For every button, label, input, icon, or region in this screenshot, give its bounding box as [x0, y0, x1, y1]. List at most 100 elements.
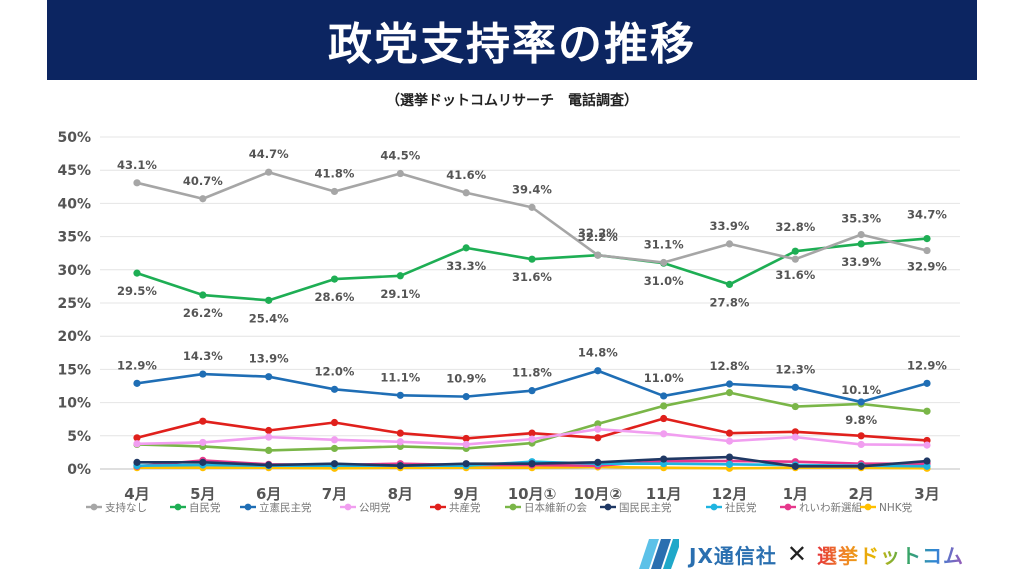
- data-point: [923, 462, 931, 470]
- data-point: [528, 435, 536, 443]
- data-point: [725, 380, 734, 388]
- data-point: [594, 420, 602, 428]
- legend-marker: [174, 503, 182, 511]
- data-point: [330, 418, 339, 427]
- y-tick-label: 45%: [57, 163, 91, 179]
- data-point: [396, 272, 404, 280]
- data-label: 14.3%: [183, 349, 223, 363]
- data-point: [462, 434, 470, 443]
- data-point: [396, 169, 404, 178]
- data-label: 11.0%: [644, 371, 684, 385]
- data-point: [265, 426, 273, 435]
- y-tick-label: 20%: [57, 329, 91, 345]
- x-tick-label: 5月: [190, 485, 215, 503]
- data-label: 31.6%: [512, 270, 552, 284]
- data-point: [594, 434, 602, 442]
- data-point: [725, 453, 734, 461]
- data-point: [462, 460, 470, 468]
- data-point: [660, 430, 668, 438]
- x-tick-label: 11月: [646, 485, 682, 503]
- legend-marker: [710, 503, 718, 511]
- data-label: 33.3%: [446, 259, 486, 273]
- legend-label: 支持なし: [105, 501, 147, 514]
- legend-marker: [509, 503, 517, 511]
- x-tick-label: 3月: [914, 485, 939, 503]
- y-tick-label: 35%: [57, 230, 91, 246]
- data-point: [199, 370, 207, 378]
- data-point: [857, 432, 865, 440]
- senkyo-logo-word: 選挙ドットコム: [817, 543, 964, 568]
- data-label: 41.6%: [446, 168, 486, 182]
- y-tick-label: 40%: [57, 196, 91, 212]
- y-tick-label: 25%: [57, 296, 91, 312]
- data-label: 40.7%: [183, 174, 223, 188]
- data-point: [594, 367, 602, 375]
- y-tick-label: 50%: [57, 130, 91, 146]
- data-point: [725, 389, 734, 397]
- data-point: [528, 460, 536, 468]
- data-point: [857, 398, 865, 406]
- x-tick-label: 10月②: [574, 485, 623, 503]
- data-point: [462, 189, 470, 197]
- legend-marker: [864, 503, 872, 511]
- x-tick-label: 7月: [322, 485, 347, 503]
- legend-marker: [244, 503, 252, 511]
- data-label: 41.8%: [315, 166, 355, 180]
- data-point: [133, 379, 141, 387]
- data-label: 32.9%: [907, 260, 947, 274]
- data-point: [133, 179, 141, 187]
- data-point: [791, 428, 799, 436]
- legend-label: 公明党: [359, 501, 391, 514]
- title-banner: 政党支持率の推移: [47, 0, 977, 80]
- legend-label: 国民民主党: [619, 501, 672, 514]
- data-label: 32.2%: [578, 226, 618, 240]
- data-label: 13.9%: [249, 352, 289, 366]
- data-label: 39.4%: [512, 182, 552, 196]
- jx-logo-icon: [639, 539, 680, 569]
- data-point: [199, 417, 207, 425]
- data-point: [133, 440, 141, 448]
- data-point: [265, 373, 273, 381]
- data-label: 34.7%: [907, 208, 947, 222]
- data-point: [396, 462, 404, 470]
- data-point: [791, 433, 799, 441]
- data-point: [725, 240, 734, 248]
- data-point: [725, 437, 734, 445]
- data-label: 28.6%: [315, 290, 355, 304]
- data-label: 43.1%: [117, 158, 157, 172]
- data-point: [133, 434, 141, 442]
- data-point: [396, 438, 404, 446]
- data-label: 33.9%: [710, 219, 750, 233]
- data-point: [725, 460, 734, 468]
- y-tick-label: 10%: [57, 396, 91, 412]
- legend-label: 日本維新の会: [524, 501, 587, 514]
- legend-marker: [90, 503, 98, 511]
- data-point: [330, 275, 339, 283]
- data-point: [462, 440, 470, 449]
- data-point: [791, 255, 799, 263]
- data-point: [857, 231, 865, 239]
- data-point: [462, 393, 470, 401]
- legend-label: 自民党: [189, 501, 221, 514]
- legend-marker: [784, 503, 792, 511]
- data-label: 12.9%: [907, 358, 947, 372]
- data-point: [791, 247, 799, 255]
- data-point: [528, 203, 536, 211]
- data-point: [923, 407, 931, 415]
- data-point: [594, 458, 602, 466]
- data-point: [265, 168, 273, 176]
- x-tick-label: 6月: [256, 485, 281, 503]
- data-point: [923, 457, 931, 465]
- data-point: [265, 446, 273, 455]
- data-label: 31.6%: [775, 268, 815, 282]
- data-point: [660, 258, 668, 267]
- data-label: 10.9%: [446, 372, 486, 386]
- data-label: 29.5%: [117, 284, 157, 298]
- chart-subtitle: （選挙ドットコムリサーチ 電話調査）: [386, 93, 638, 109]
- data-label: 32.2%: [578, 230, 618, 244]
- data-point: [330, 460, 339, 468]
- jx-logo-text: JX通信社: [689, 543, 777, 568]
- data-point: [660, 392, 668, 400]
- data-point: [199, 458, 207, 466]
- y-tick-label: 30%: [57, 263, 91, 279]
